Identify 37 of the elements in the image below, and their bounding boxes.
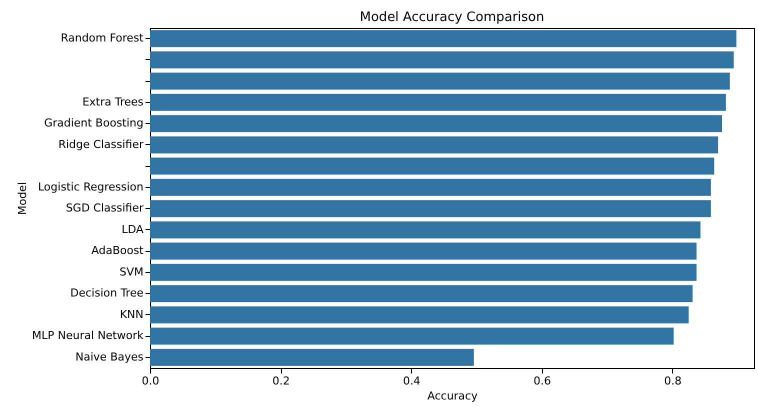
x-tick-label: 0.2 [272, 374, 290, 388]
y-tick-label: Extra Trees [82, 95, 144, 108]
bar [150, 264, 697, 281]
x-tick-label: 0.8 [664, 374, 682, 388]
bar [150, 94, 726, 111]
bar [150, 30, 736, 48]
x-tick-label: 0.6 [534, 374, 552, 388]
y-tick-label: MLP Neural Network [32, 329, 144, 342]
x-tick-label: 0.4 [402, 374, 420, 388]
y-axis-title: Model [16, 182, 30, 216]
y-tick-label: Random Forest [60, 32, 144, 45]
y-tick-label: SGD Classifier [66, 202, 144, 215]
y-tick-label: LDA [122, 222, 144, 236]
y-tick-label: Ridge Classifier [58, 138, 144, 151]
x-tick-label: 0.0 [142, 374, 160, 388]
bar [150, 221, 700, 238]
bar [150, 51, 734, 68]
y-tick-label: Logistic Regression [38, 180, 144, 194]
bar [150, 285, 693, 302]
y-tick-label: Naive Bayes [75, 350, 144, 364]
bar [150, 72, 730, 90]
bar [150, 158, 714, 175]
x-axis-title: Accuracy [427, 390, 478, 402]
y-tick-label: Gradient Boosting [44, 116, 144, 130]
y-tick-label: KNN [120, 308, 144, 321]
bar [150, 136, 718, 154]
bar [150, 178, 711, 196]
bar [150, 348, 474, 366]
bar [150, 115, 722, 132]
bar [150, 306, 689, 324]
bar [150, 328, 674, 345]
y-tick-label: Decision Tree [70, 286, 144, 300]
bar [150, 242, 697, 260]
y-tick-label: AdaBoost [91, 244, 144, 258]
chart-title: Model Accuracy Comparison [360, 10, 544, 25]
y-tick-label: SVM [120, 265, 144, 278]
bar [150, 200, 711, 218]
